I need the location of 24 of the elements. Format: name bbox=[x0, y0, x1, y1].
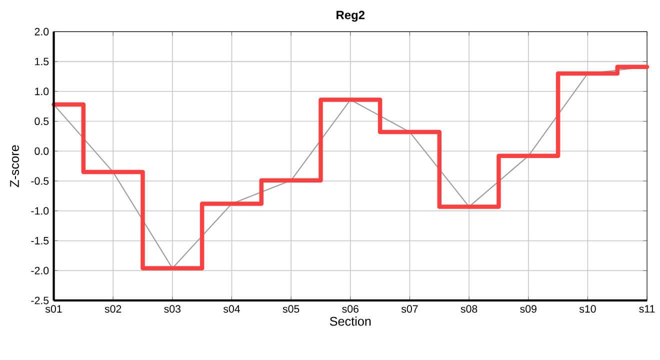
chart-title: Reg2 bbox=[336, 10, 365, 22]
x-axis-title: Section bbox=[330, 316, 371, 326]
y-tick-label: -2.0 bbox=[31, 266, 49, 274]
x-tick-label: s04 bbox=[223, 305, 240, 313]
x-tick-label: s06 bbox=[342, 305, 358, 313]
y-tick-label: 0.5 bbox=[34, 118, 49, 126]
y-tick-label: -1.0 bbox=[31, 207, 49, 215]
x-tick-label: s11 bbox=[639, 305, 655, 313]
y-tick-label: -2.5 bbox=[31, 296, 49, 304]
y-axis-title: Z-score bbox=[10, 145, 19, 188]
x-tick-label: s07 bbox=[401, 305, 418, 313]
y-tick-label: -1.5 bbox=[31, 237, 49, 244]
x-tick-label: s03 bbox=[164, 305, 181, 313]
y-tick-label: 1.5 bbox=[35, 58, 49, 66]
y-tick-label: 1.0 bbox=[35, 88, 49, 96]
y-tick-label: 0.0 bbox=[34, 147, 49, 155]
x-tick-label: s02 bbox=[104, 305, 122, 313]
x-tick-label: s05 bbox=[282, 305, 300, 313]
x-tick-label: s08 bbox=[460, 305, 478, 313]
x-tick-label: s10 bbox=[579, 305, 596, 313]
y-tick-label: 2.0 bbox=[34, 28, 49, 36]
x-tick-label: s09 bbox=[520, 305, 536, 313]
x-tick-label: s01 bbox=[45, 305, 62, 313]
y-tick-label: -0.5 bbox=[31, 177, 49, 185]
